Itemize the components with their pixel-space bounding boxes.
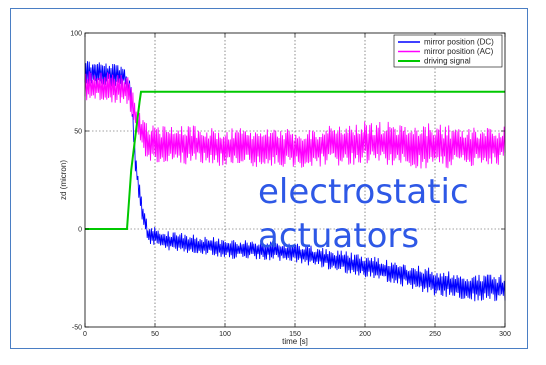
x-tick-label: 0 (83, 331, 87, 338)
x-axis-label: time [s] (282, 337, 308, 346)
legend-label-driving-signal: driving signal (424, 57, 471, 66)
y-tick-label: 100 (70, 31, 82, 38)
series-line-mirror-position-dc (84, 61, 506, 302)
series-line-driving-signal (85, 90, 505, 230)
x-tick-label: 150 (289, 331, 301, 338)
x-tick-label: 50 (151, 331, 159, 338)
overlay-text-actuators: actuators (258, 216, 420, 256)
y-axis-label: zd (micron) (59, 160, 68, 200)
x-tick-label: 200 (359, 331, 371, 338)
overlay-text-electrostatic: electrostatic (258, 172, 469, 212)
x-tick-label: 300 (499, 331, 511, 338)
y-tick-label: 50 (74, 129, 82, 136)
series-line-mirror-position-ac (84, 71, 506, 169)
x-tick-label: 250 (429, 331, 441, 338)
legend-label-mirror-position-dc: mirror position (DC) (424, 38, 494, 47)
y-tick-label: -50 (72, 325, 82, 332)
legend-label-mirror-position-ac: mirror position (AC) (424, 47, 494, 56)
y-tick-label: 0 (78, 227, 82, 234)
x-tick-label: 100 (219, 331, 231, 338)
